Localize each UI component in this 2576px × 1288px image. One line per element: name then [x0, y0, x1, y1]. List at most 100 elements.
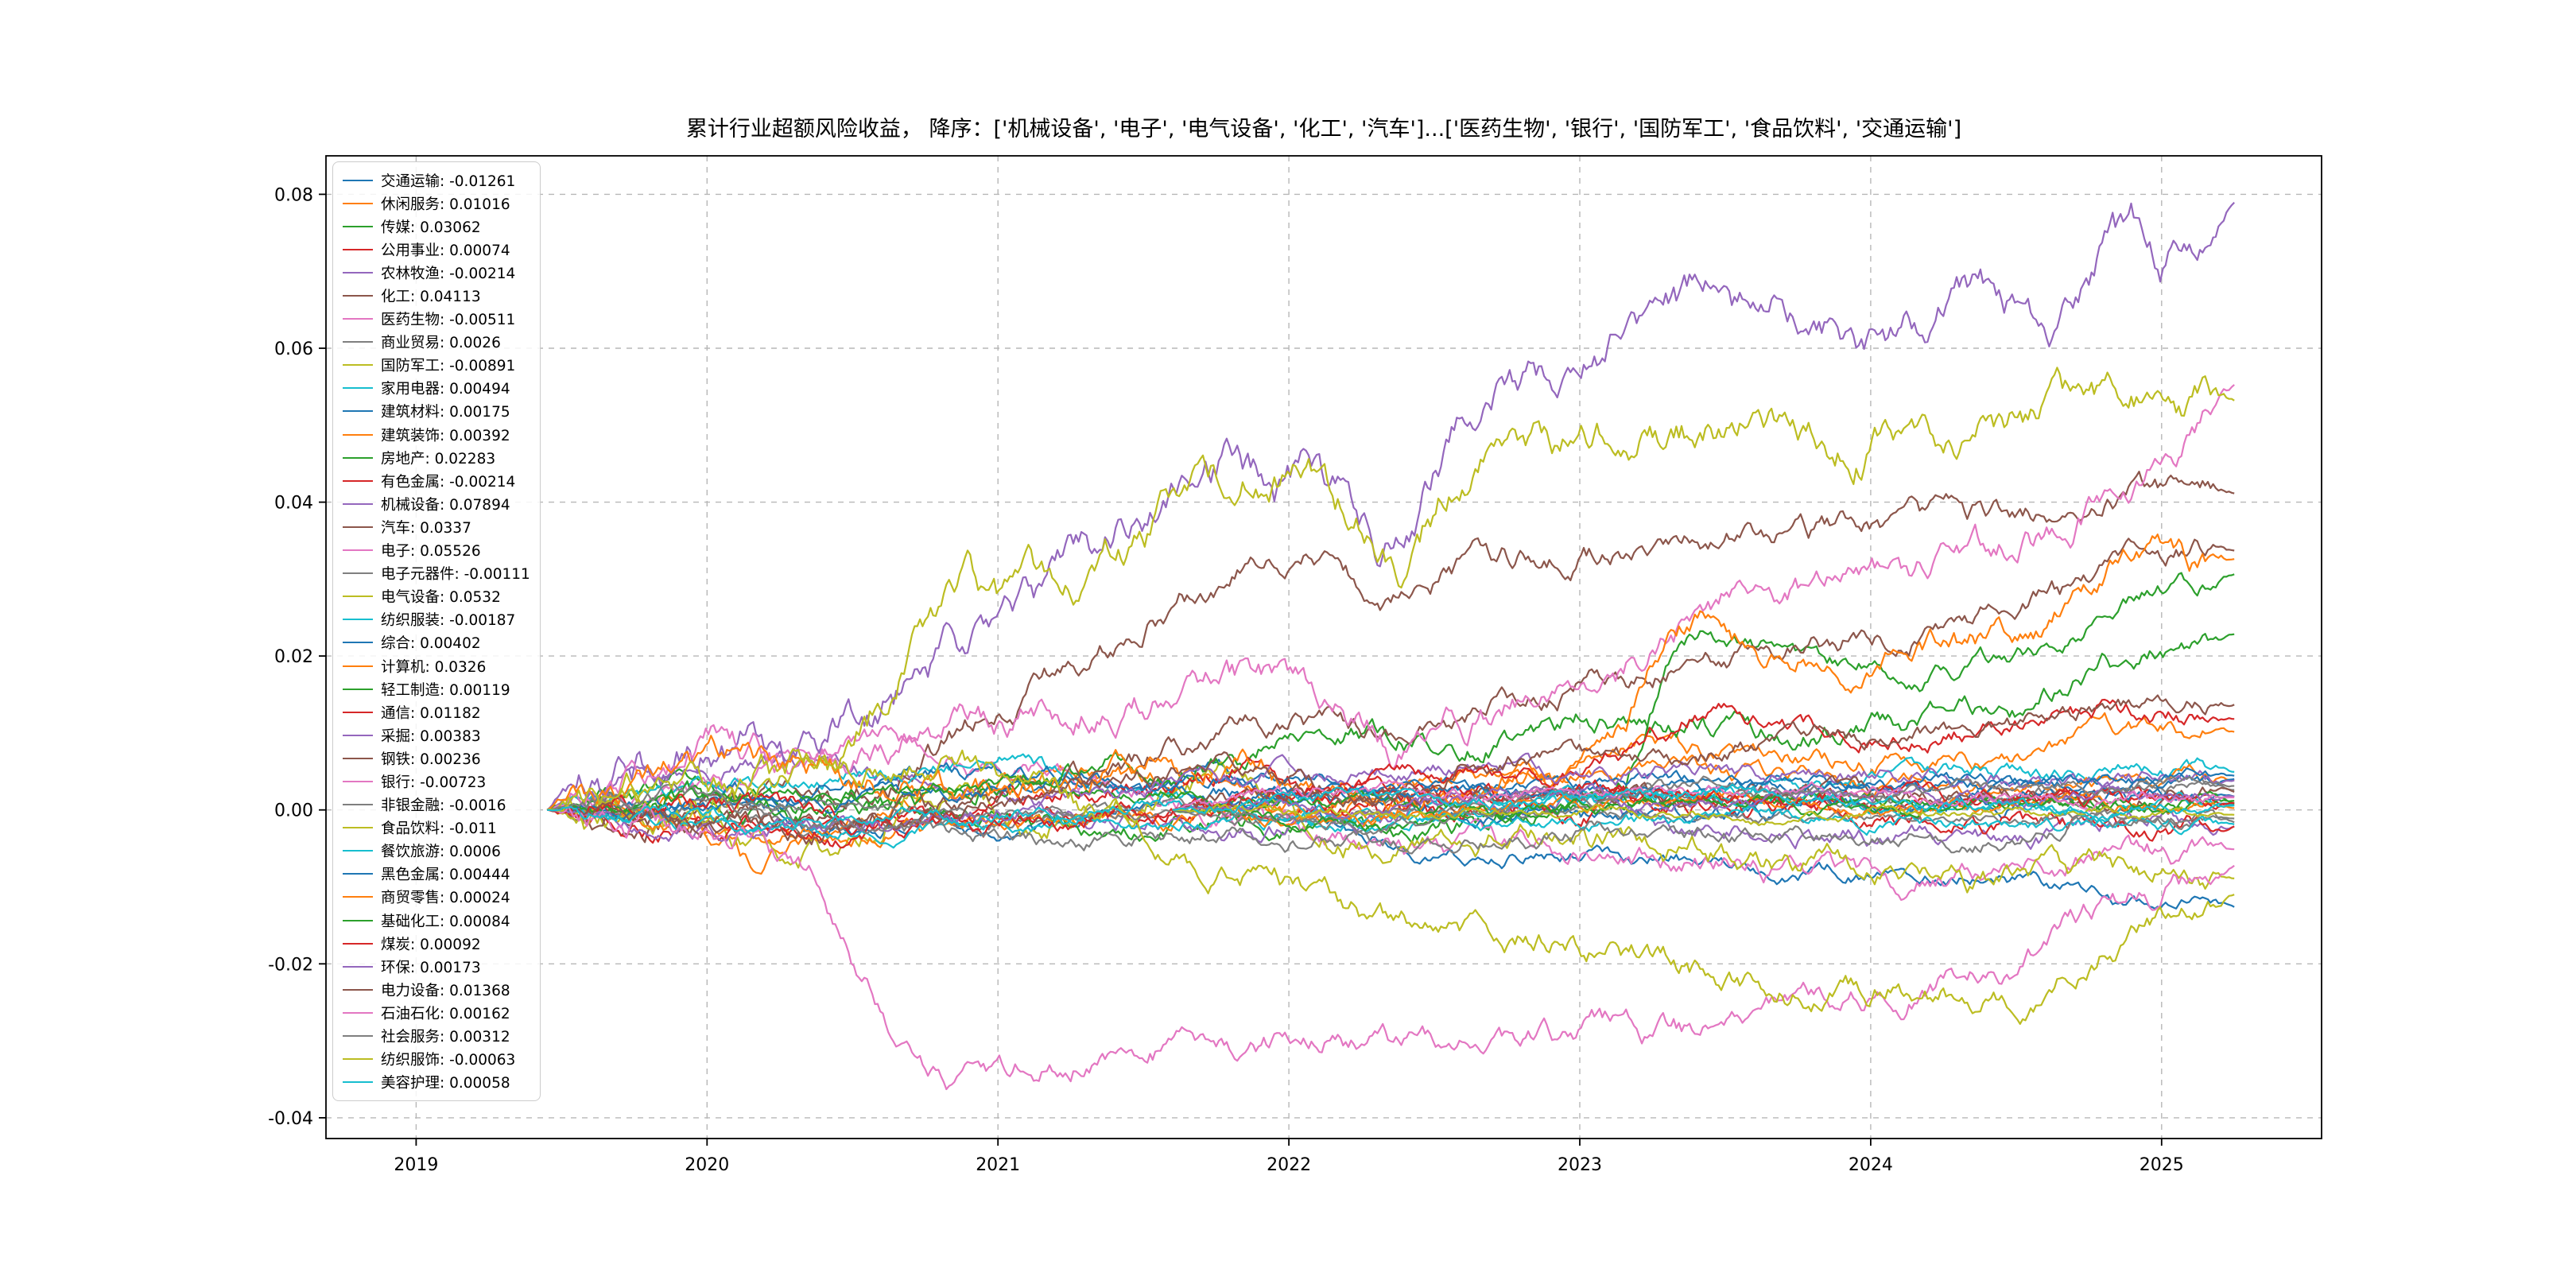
legend-swatch-line [343, 479, 373, 482]
legend-label: 基础化工: 0.00084 [381, 913, 510, 930]
legend-label: 建筑装饰: 0.00392 [381, 427, 510, 444]
series-line [546, 712, 2235, 875]
y-tick-label: 0.04 [274, 494, 313, 514]
series-lines [546, 201, 2235, 1091]
legend-label: 商业贸易: 0.0026 [381, 335, 501, 352]
legend-label: 房地产: 0.02283 [381, 450, 496, 467]
tick-labels: 2019 2020 2021 2022 2023 2024 2025 -0.04 -0.02 0.… [268, 185, 2184, 1175]
legend-label: 交通运输: -0.01261 [381, 173, 516, 190]
legend-item: 电子: 0.05526 [343, 539, 530, 562]
legend-swatch-line [343, 804, 373, 806]
legend-item: 纺织服装: -0.00187 [343, 608, 530, 631]
legend-item: 计算机: 0.0326 [343, 654, 530, 677]
series-line [547, 761, 2235, 894]
legend-item: 钢铁: 0.00236 [343, 747, 530, 770]
x-tick-label: 2020 [685, 1155, 729, 1175]
legend-item: 医药生物: -0.00511 [343, 308, 530, 331]
legend-item: 非银金融: -0.0016 [343, 793, 530, 817]
legend-swatch-line [343, 665, 373, 667]
series-line [547, 471, 2235, 844]
legend-item: 商业贸易: 0.0026 [343, 331, 530, 354]
series-line [1172, 803, 2235, 827]
legend-label: 食品饮料: -0.011 [381, 821, 497, 838]
x-tick-label: 2025 [2140, 1155, 2184, 1175]
series-line [546, 724, 2235, 902]
legend-swatch-line [343, 1058, 373, 1061]
legend-item: 房地产: 0.02283 [343, 446, 530, 469]
series-line [1172, 694, 2235, 811]
legend-item: 汽车: 0.0337 [343, 515, 530, 538]
series-line [1172, 767, 2235, 813]
legend-label: 汽车: 0.0337 [381, 519, 471, 537]
legend-swatch-line [343, 688, 373, 690]
legend-item: 建筑材料: 0.00175 [343, 400, 530, 423]
legend-swatch-line [343, 248, 373, 250]
legend-label: 计算机: 0.0326 [381, 658, 487, 676]
series-line [1172, 783, 2235, 823]
legend-swatch-line [343, 179, 373, 181]
legend-swatch-line [343, 225, 373, 227]
legend-item: 黑色金属: 0.00444 [343, 863, 530, 886]
series-line [1172, 763, 2235, 811]
legend-swatch-line [343, 295, 373, 297]
legend-item: 建筑装饰: 0.00392 [343, 423, 530, 446]
legend-item: 采掘: 0.00383 [343, 724, 530, 747]
legend-swatch-line [343, 271, 373, 274]
legend-label: 传媒: 0.03062 [381, 219, 481, 236]
legend-item: 休闲服务: 0.01016 [343, 192, 530, 215]
legend-swatch-line [343, 757, 373, 759]
series-line [546, 367, 2235, 830]
legend-item: 环保: 0.00173 [343, 955, 530, 978]
legend-item: 美容护理: 0.00058 [343, 1071, 530, 1094]
legend-label: 黑色金属: 0.00444 [381, 867, 510, 884]
legend-swatch-line [343, 642, 373, 644]
legend-swatch-line [343, 988, 373, 991]
series-line [547, 802, 2235, 1091]
series-line [1172, 790, 2235, 828]
legend-item: 家用电器: 0.00494 [343, 377, 530, 400]
legend-item: 传媒: 0.03062 [343, 215, 530, 238]
legend-label: 有色金属: -0.00214 [381, 473, 516, 491]
legend-label: 医药生物: -0.00511 [381, 312, 516, 329]
legend-label: 农林牧渔: -0.00214 [381, 265, 516, 282]
legend-item: 基础化工: 0.00084 [343, 909, 530, 932]
legend-label: 电子: 0.05526 [381, 543, 481, 561]
x-tick-label: 2019 [394, 1155, 438, 1175]
legend-swatch-line [343, 526, 373, 528]
legend-swatch-line [343, 572, 373, 575]
legend-label: 纺织服饰: -0.00063 [381, 1052, 516, 1069]
series-line [547, 384, 2235, 811]
legend-swatch-line [343, 202, 373, 204]
legend-label: 钢铁: 0.00236 [381, 751, 481, 768]
legend-item: 纺织服饰: -0.00063 [343, 1048, 530, 1071]
legend-swatch-line [343, 942, 373, 945]
legend-label: 通信: 0.01182 [381, 704, 481, 722]
legend-label: 采掘: 0.00383 [381, 727, 481, 745]
legend-item: 公用事业: 0.00074 [343, 238, 530, 261]
legend-swatch-line [343, 549, 373, 552]
series-line [547, 751, 2235, 839]
x-tick-label: 2023 [1558, 1155, 1602, 1175]
series-line [547, 783, 2235, 855]
legend-swatch-line [343, 318, 373, 320]
series-line [546, 749, 2235, 1026]
legend-swatch-line [343, 387, 373, 390]
legend-item: 电子元器件: -0.00111 [343, 562, 530, 585]
legend-label: 公用事业: 0.00074 [381, 242, 510, 259]
x-tick-label: 2021 [976, 1155, 1020, 1175]
legend-swatch-line [343, 619, 373, 621]
y-tick-label: -0.02 [268, 955, 313, 975]
legend-swatch-line [343, 1011, 373, 1014]
legend-label: 社会服务: 0.00312 [381, 1029, 510, 1046]
legend-label: 餐饮旅游: 0.0006 [381, 844, 501, 861]
legend-swatch-line [343, 780, 373, 782]
legend-swatch-line [343, 711, 373, 713]
legend-label: 煤炭: 0.00092 [381, 936, 481, 953]
legend-label: 商贸零售: 0.00024 [381, 890, 510, 907]
legend-swatch-line [343, 433, 373, 436]
chart-title: 累计行业超额风险收益， 降序：['机械设备', '电子', '电气设备', '化… [685, 117, 1962, 142]
legend-swatch-line [343, 965, 373, 968]
legend-label: 综合: 0.00402 [381, 635, 481, 653]
legend-swatch-line [343, 734, 373, 736]
